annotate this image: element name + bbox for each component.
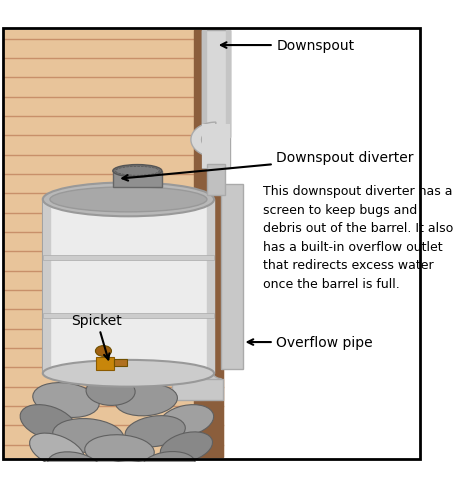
Polygon shape — [191, 123, 216, 158]
Text: Spicket: Spicket — [72, 313, 122, 360]
Text: Downspout diverter: Downspout diverter — [122, 151, 414, 181]
Bar — [43, 200, 214, 373]
Ellipse shape — [95, 346, 111, 357]
Ellipse shape — [113, 165, 162, 178]
Ellipse shape — [50, 187, 207, 212]
Bar — [113, 171, 162, 187]
Bar — [194, 31, 223, 457]
Ellipse shape — [115, 385, 177, 416]
Text: Overflow pipe: Overflow pipe — [248, 335, 373, 349]
Bar — [96, 358, 114, 370]
Text: This downspout diverter has a
screen to keep bugs and
debris out of the barrel. : This downspout diverter has a screen to … — [263, 185, 453, 290]
Bar — [207, 200, 214, 373]
Ellipse shape — [33, 383, 99, 418]
Ellipse shape — [20, 405, 76, 440]
Ellipse shape — [85, 435, 154, 467]
Bar — [226, 31, 230, 138]
Ellipse shape — [116, 167, 159, 176]
Ellipse shape — [29, 433, 84, 468]
Bar — [221, 185, 243, 369]
Bar — [4, 31, 223, 457]
Bar — [172, 379, 223, 400]
Bar — [43, 255, 214, 261]
Ellipse shape — [142, 451, 195, 479]
Ellipse shape — [86, 377, 135, 406]
Bar — [207, 164, 225, 196]
Bar — [114, 359, 127, 366]
Bar — [201, 31, 206, 138]
Bar — [201, 124, 230, 169]
Bar — [43, 313, 214, 318]
Polygon shape — [190, 369, 221, 400]
Ellipse shape — [97, 461, 160, 488]
Bar — [43, 200, 50, 373]
Ellipse shape — [160, 432, 212, 463]
Bar — [201, 31, 230, 169]
Ellipse shape — [48, 452, 102, 482]
Bar — [201, 31, 230, 138]
Ellipse shape — [53, 419, 124, 453]
Ellipse shape — [159, 405, 214, 437]
Ellipse shape — [43, 360, 214, 387]
Ellipse shape — [43, 183, 214, 217]
Text: Downspout: Downspout — [221, 39, 355, 53]
Ellipse shape — [125, 416, 185, 447]
